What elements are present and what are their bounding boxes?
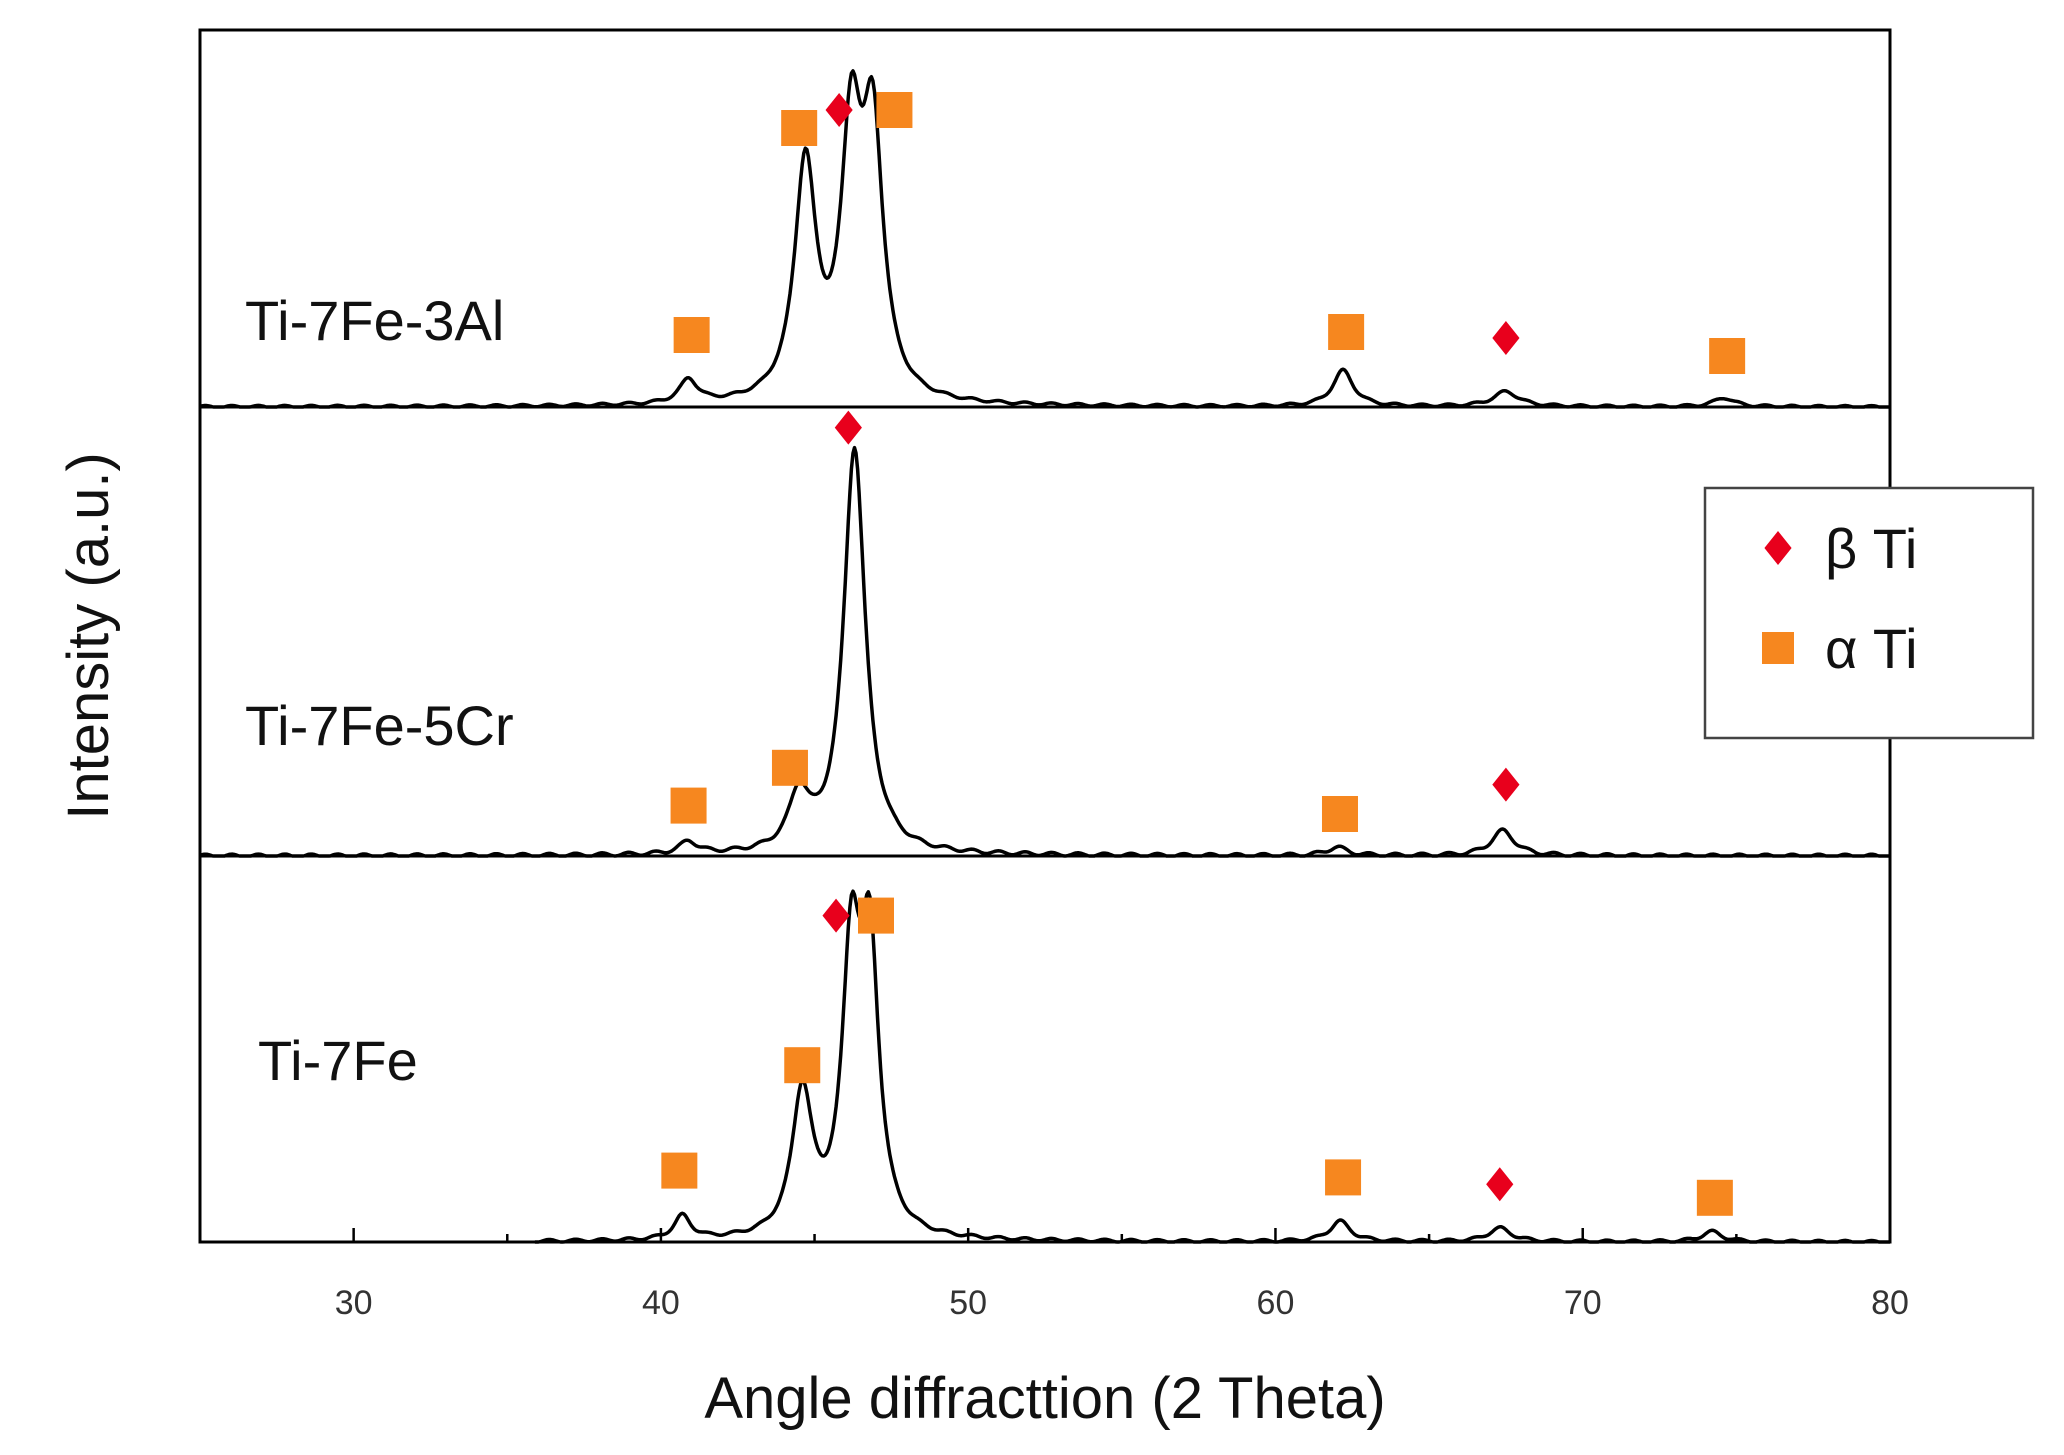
sample-label: Ti-7Fe [258, 1029, 418, 1092]
x-tick-label: 70 [1564, 1284, 1602, 1322]
xrd-trace-ti-7fe-5cr [199, 445, 1891, 858]
alpha-ti-marker [1696, 1179, 1733, 1216]
sample-label: Ti-7Fe-5Cr [245, 694, 514, 757]
x-tick-label: 40 [642, 1284, 680, 1322]
x-tick-label: 30 [335, 1284, 373, 1322]
alpha-ti-marker [876, 92, 913, 128]
legend-label: β Ti [1825, 517, 1917, 580]
beta-ti-marker [1492, 321, 1520, 355]
plot-frame [198, 28, 1892, 1244]
plot-area: 30 40 50 60 70 80 Ti-7Fe-3Al Ti-7Fe-5Cr Ti-7Fe β … [198, 28, 2035, 1322]
alpha-ti-marker [771, 749, 808, 786]
x-tick-label: 60 [1257, 1284, 1295, 1322]
alpha-ti-marker [670, 787, 707, 824]
beta-ti-marker [822, 898, 850, 933]
legend-alpha-ti-icon [1762, 632, 1794, 664]
beta-ti-marker [825, 93, 853, 127]
alpha-ti-marker [673, 317, 710, 353]
y-axis-title: Intensity (a.u.) [56, 452, 121, 819]
alpha-ti-marker [1328, 314, 1365, 350]
beta-ti-marker [1486, 1167, 1514, 1202]
alpha-ti-marker [784, 1047, 821, 1084]
legend-beta-ti-icon [1764, 531, 1792, 565]
x-axis-title: Angle diffracttion (2 Theta) [704, 1366, 1385, 1431]
alpha-ti-marker [858, 897, 894, 934]
legend-label: α Ti [1825, 617, 1918, 680]
alpha-ti-marker [1321, 796, 1358, 832]
beta-ti-marker [834, 410, 862, 445]
x-tick-label: 80 [1871, 1284, 1909, 1322]
xrd-trace-ti-7fe-3al [199, 69, 1891, 409]
alpha-ti-marker [1325, 1159, 1362, 1196]
alpha-ti-marker [1709, 338, 1746, 374]
sample-label: Ti-7Fe-3Al [245, 289, 504, 352]
legend-box [1703, 486, 2035, 740]
alpha-ti-marker [781, 110, 818, 146]
alpha-ti-marker [661, 1152, 698, 1189]
legend: β Ti α Ti [1703, 486, 2035, 740]
x-tick-label: 50 [949, 1284, 987, 1322]
beta-ti-marker [1492, 767, 1520, 802]
xrd-trace-ti-7fe [534, 889, 1891, 1244]
